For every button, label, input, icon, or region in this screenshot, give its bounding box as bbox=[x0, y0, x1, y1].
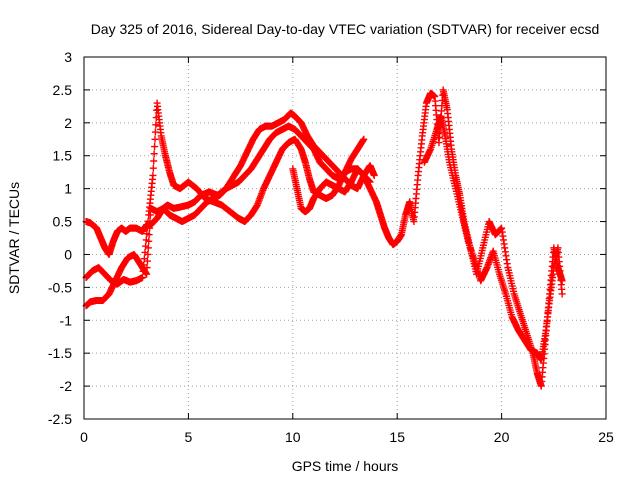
x-tick-label: 25 bbox=[598, 429, 614, 445]
y-tick-label: 0.5 bbox=[53, 214, 73, 230]
data-point bbox=[150, 150, 158, 158]
y-tick-label: 2.5 bbox=[53, 82, 73, 98]
y-axis-label: SDTVAR / TECUs bbox=[6, 182, 22, 294]
y-tick-label: -0.5 bbox=[48, 279, 72, 295]
x-tick-label: 0 bbox=[80, 429, 88, 445]
data-point bbox=[144, 250, 152, 258]
x-tick-label: 20 bbox=[494, 429, 510, 445]
series-track-e bbox=[420, 112, 566, 364]
data-point bbox=[143, 270, 151, 278]
data-point bbox=[146, 218, 154, 226]
data-point bbox=[146, 211, 154, 219]
series-track-d bbox=[289, 86, 566, 390]
y-tick-label: 1 bbox=[64, 181, 72, 197]
x-tick-label: 10 bbox=[285, 429, 301, 445]
data-point bbox=[143, 264, 151, 272]
y-tick-label: 2 bbox=[64, 115, 72, 131]
y-tick-labels: -2.5 -2 -1.5 -1 -0.5 0 0.5 1 1.5 2 2.5 3 bbox=[48, 49, 72, 427]
axis-ticks bbox=[83, 56, 607, 420]
series-track-c bbox=[82, 122, 374, 310]
y-tick-label: -1.5 bbox=[48, 345, 72, 361]
data-point bbox=[145, 231, 153, 239]
y-tick-label: 0 bbox=[64, 246, 72, 262]
data-point bbox=[143, 257, 151, 265]
series-track-a bbox=[82, 109, 378, 258]
plot-frame bbox=[83, 56, 607, 420]
chart-title: Day 325 of 2016, Sidereal Day-to-day VTE… bbox=[91, 21, 600, 37]
data-point bbox=[145, 237, 153, 245]
y-tick-label: -2.5 bbox=[48, 411, 72, 427]
data-point bbox=[149, 171, 157, 179]
y-tick-label: -1 bbox=[60, 312, 73, 328]
data-point bbox=[150, 157, 158, 165]
data-point bbox=[146, 224, 154, 232]
x-tick-labels: 0 5 10 15 20 25 bbox=[80, 429, 614, 445]
data-point bbox=[151, 143, 159, 151]
data-points bbox=[82, 86, 566, 390]
y-tick-label: -2 bbox=[60, 378, 73, 394]
grid-lines bbox=[84, 57, 606, 419]
data-point bbox=[370, 171, 378, 179]
data-point bbox=[558, 290, 566, 298]
y-tick-label: 3 bbox=[64, 49, 72, 65]
data-point bbox=[149, 164, 157, 172]
data-point bbox=[151, 135, 159, 143]
data-point bbox=[360, 135, 368, 143]
y-tick-label: 1.5 bbox=[53, 148, 73, 164]
x-axis-label: GPS time / hours bbox=[292, 458, 399, 474]
data-point bbox=[152, 121, 160, 129]
data-point bbox=[138, 273, 146, 281]
x-tick-label: 5 bbox=[185, 429, 193, 445]
x-tick-label: 15 bbox=[389, 429, 405, 445]
data-point bbox=[144, 244, 152, 252]
